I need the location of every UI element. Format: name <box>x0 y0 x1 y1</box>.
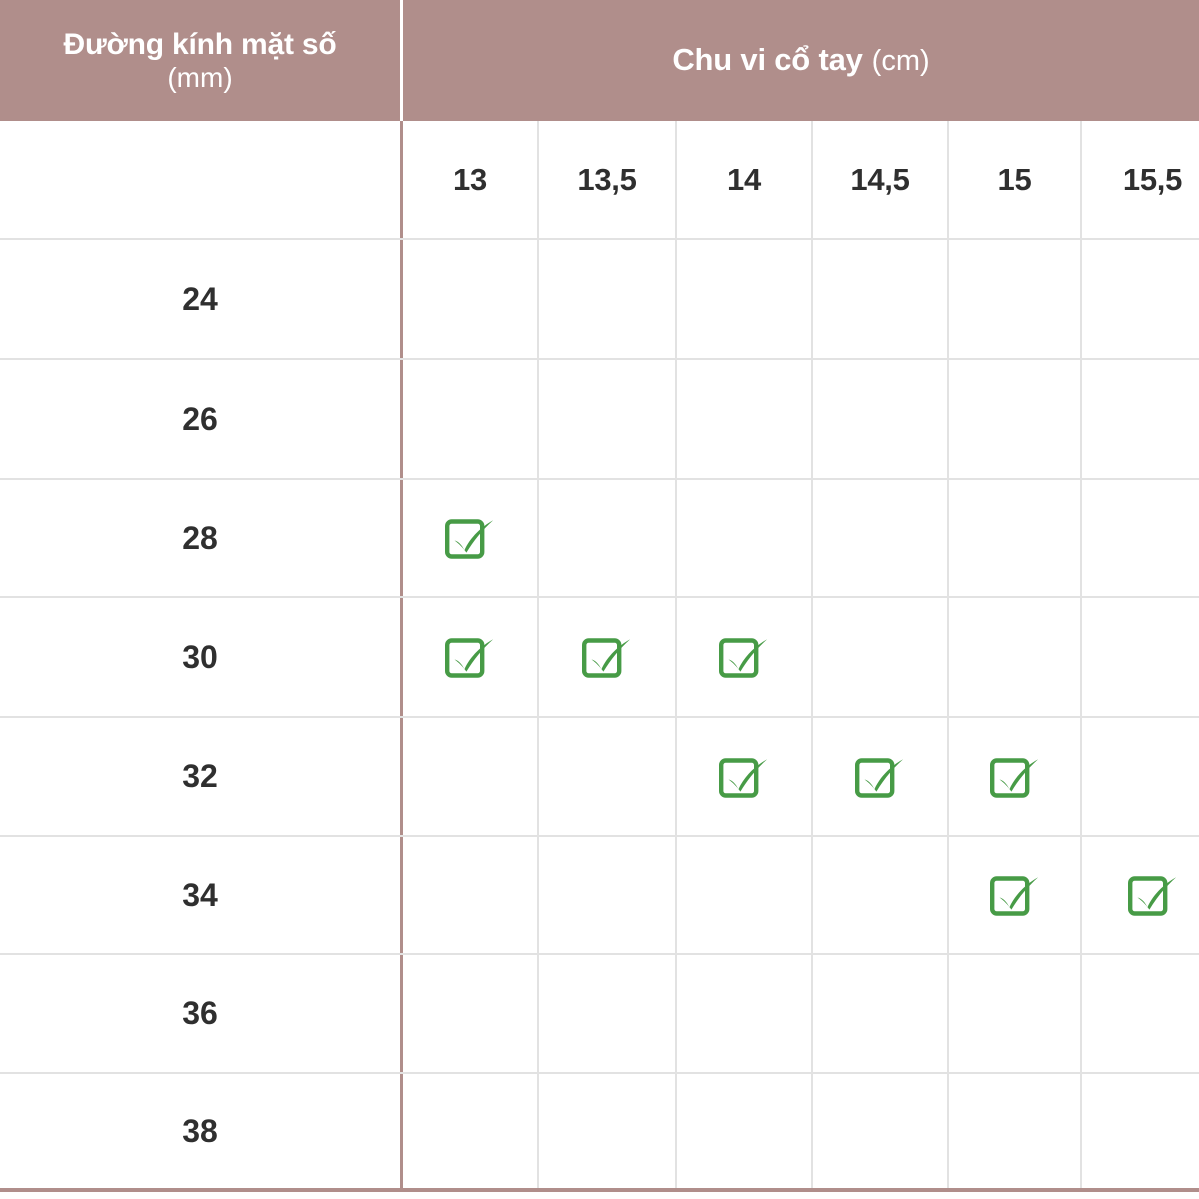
table-cell <box>539 955 677 1072</box>
table-cell <box>813 240 949 358</box>
table-row: 38 <box>0 1074 1199 1188</box>
table-cell <box>949 360 1082 478</box>
table-cell <box>1082 480 1199 596</box>
checkbox-checked-icon <box>443 513 497 563</box>
table-cell <box>539 837 677 953</box>
checkbox-checked-icon <box>717 752 771 802</box>
checkbox-checked-icon <box>988 870 1042 920</box>
row-header: 32 <box>0 718 403 835</box>
table-cell <box>813 1074 949 1188</box>
header-cell-dial-diameter: Đường kính mặt số (mm) <box>0 0 403 121</box>
table-row: 28 <box>0 480 1199 598</box>
table-cell <box>949 598 1082 716</box>
table-cell <box>813 955 949 1072</box>
table-cell-checked <box>949 718 1082 835</box>
table-cell <box>677 240 813 358</box>
header-wrist-unit: (cm) <box>871 45 930 78</box>
column-header-15-5: 15,5 <box>1122 161 1183 197</box>
table-cell <box>403 955 539 1072</box>
column-header-14: 14 <box>677 121 813 238</box>
table-cell <box>1082 360 1199 478</box>
table-cell <box>949 955 1082 1072</box>
checkbox-checked-icon <box>717 632 771 682</box>
table-cell <box>1082 1074 1199 1188</box>
table-cell <box>949 240 1082 358</box>
table-body: 13 13,5 14 14,5 15 15,5 24 26 <box>0 121 1199 1188</box>
table-cell <box>813 360 949 478</box>
table-cell-checked <box>813 718 949 835</box>
column-header-13: 13 <box>403 121 539 238</box>
column-header-15: 15 <box>949 121 1082 238</box>
header-dial-diameter-unit: (mm) <box>167 61 233 93</box>
table-cell <box>949 1074 1082 1188</box>
table-row: 36 <box>0 955 1199 1074</box>
header-wrist-label: Chu vi cổ tay <box>672 42 863 78</box>
table-row: 24 <box>0 240 1199 360</box>
table-cell <box>677 837 813 953</box>
checkbox-checked-icon <box>853 752 907 802</box>
table-cell <box>403 360 539 478</box>
table-row: 34 <box>0 837 1199 955</box>
table-header-band: Đường kính mặt số (mm) Chu vi cổ tay (cm… <box>0 0 1199 121</box>
table-cell <box>539 240 677 358</box>
table-cell <box>677 360 813 478</box>
row-header: 26 <box>0 360 403 478</box>
column-header-13-5: 13,5 <box>539 121 677 238</box>
row-header: 36 <box>0 955 403 1072</box>
checkbox-checked-icon <box>580 632 634 682</box>
table-cell <box>949 480 1082 596</box>
table-cell <box>813 837 949 953</box>
row-header: 38 <box>0 1074 403 1188</box>
table-cell <box>677 1074 813 1188</box>
table-row: 30 <box>0 598 1199 718</box>
table-cell-checked <box>403 480 539 596</box>
header-dial-diameter-label: Đường kính mặt số <box>63 28 337 62</box>
table-cell <box>539 480 677 596</box>
table-cell-checked <box>677 718 813 835</box>
table-cell <box>1082 598 1199 716</box>
table-row: 32 <box>0 718 1199 837</box>
checkbox-checked-icon <box>443 632 497 682</box>
table-cell <box>539 718 677 835</box>
table-cell <box>539 1074 677 1188</box>
row-header: 24 <box>0 240 403 358</box>
table-cell <box>813 598 949 716</box>
table-cell <box>677 955 813 1072</box>
table-row: 26 <box>0 360 1199 480</box>
table-cell <box>813 480 949 596</box>
table-cell <box>403 837 539 953</box>
table-bottom-rule <box>0 1188 1199 1192</box>
checkbox-checked-icon <box>1126 870 1180 920</box>
table-cell-checked <box>1082 837 1199 953</box>
table-bottom-padding <box>0 1192 1199 1199</box>
table-cell <box>677 480 813 596</box>
row-header: 30 <box>0 598 403 716</box>
header-cell-wrist-circumference: Chu vi cổ tay (cm) <box>403 0 1199 121</box>
table-cell <box>1082 955 1199 1072</box>
table-cell <box>1082 240 1199 358</box>
table-cell <box>403 240 539 358</box>
row-header: 34 <box>0 837 403 953</box>
table-cell-checked <box>949 837 1082 953</box>
table-cell <box>403 1074 539 1188</box>
table-cell-checked <box>539 598 677 716</box>
table-cell <box>1082 718 1199 835</box>
corner-cell <box>0 121 403 238</box>
table-cell-checked <box>677 598 813 716</box>
table-cell <box>403 718 539 835</box>
column-header-14-5: 14,5 <box>813 121 949 238</box>
checkbox-checked-icon <box>988 752 1042 802</box>
column-header-row: 13 13,5 14 14,5 15 15,5 <box>0 121 1199 240</box>
table-cell-checked <box>403 598 539 716</box>
row-header: 28 <box>0 480 403 596</box>
table-cell <box>539 360 677 478</box>
